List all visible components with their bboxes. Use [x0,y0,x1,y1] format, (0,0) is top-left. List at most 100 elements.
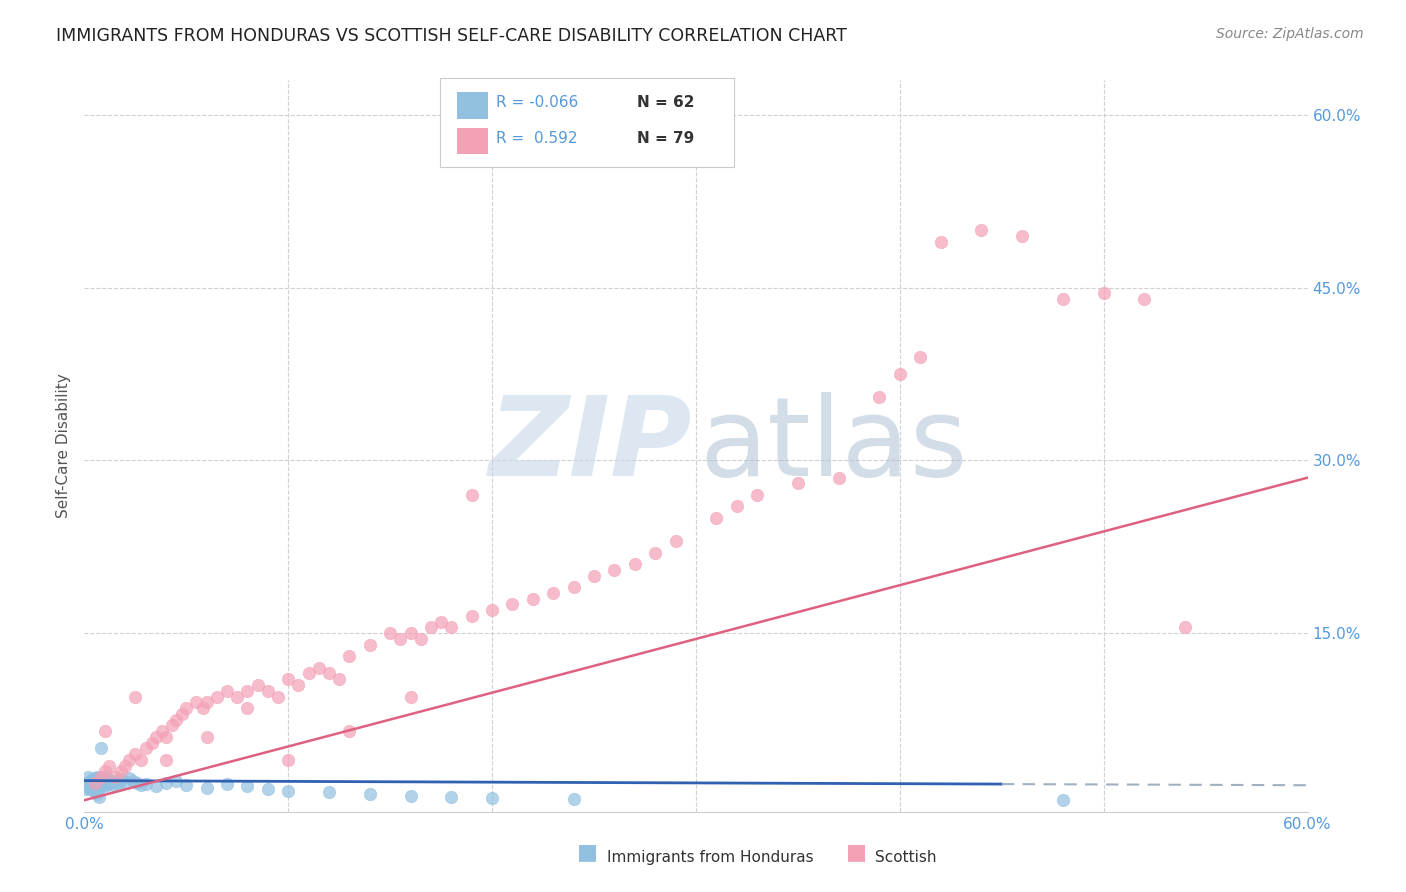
Point [165,713,187,727]
Point [77,778,100,792]
Point [131,778,153,792]
Point [83,780,105,794]
Point [97,777,120,791]
Point [160,718,183,732]
Point [502,598,524,612]
Point [399,690,422,704]
Point [1092,286,1115,301]
Point [104,773,127,788]
Point [236,701,259,715]
Point [706,511,728,525]
Point [87,789,110,804]
Point [93,764,115,779]
Point [135,777,157,791]
Point [389,632,412,646]
Point [82,780,104,795]
Point [308,661,330,675]
Point [440,789,463,804]
Point [93,773,115,788]
Point [603,563,626,577]
Point [267,690,290,704]
Point [79,773,101,788]
Point [83,776,105,790]
Point [399,789,422,803]
Point [90,770,112,784]
Point [135,741,157,756]
Point [186,695,208,709]
Point [461,608,484,623]
Point [409,632,432,646]
Point [195,730,218,744]
Point [77,770,100,784]
Point [90,772,112,787]
Point [298,666,321,681]
Point [481,603,503,617]
Point [93,724,115,739]
Point [165,773,187,788]
Point [380,626,402,640]
Point [87,780,110,795]
Y-axis label: Self-Care Disability: Self-Care Disability [56,374,72,518]
Point [399,626,422,640]
Point [522,591,544,606]
Point [195,780,218,795]
Point [100,774,122,789]
Point [318,785,340,799]
Point [101,778,124,792]
Point [217,777,239,791]
Text: ■: ■ [578,843,598,863]
Text: R =  0.592: R = 0.592 [496,131,578,146]
Point [86,778,108,792]
Text: Scottish: Scottish [875,850,936,865]
Point [110,772,132,787]
Point [155,753,177,767]
Point [970,223,993,237]
Point [481,791,503,805]
Point [287,678,309,692]
Point [86,774,108,789]
Point [318,666,340,681]
Point [1174,620,1197,634]
Point [97,758,120,772]
Point [339,724,361,739]
Point [104,770,127,784]
Point [929,235,952,249]
Point [145,730,167,744]
Point [562,792,585,806]
Point [359,638,381,652]
Point [83,776,105,790]
Point [339,649,361,664]
Text: Immigrants from Honduras: Immigrants from Honduras [607,850,814,865]
Point [79,781,101,796]
Point [747,488,769,502]
Point [118,753,141,767]
Point [96,776,118,790]
Point [236,780,259,794]
Point [277,784,299,798]
Text: Source: ZipAtlas.com: Source: ZipAtlas.com [1216,27,1364,41]
Point [583,568,606,582]
Point [430,615,453,629]
Point [82,772,104,787]
Point [665,534,688,549]
Point [131,753,153,767]
Point [86,788,108,802]
Point [420,620,443,634]
Point [110,764,132,779]
Point [114,774,136,789]
Point [543,586,565,600]
Point [150,724,173,739]
Point [82,777,104,791]
Text: N = 79: N = 79 [637,131,695,146]
Point [124,690,146,704]
Point [90,776,112,790]
Point [328,672,350,686]
Point [93,780,115,794]
Text: ■: ■ [846,843,866,863]
Point [828,471,851,485]
Point [257,683,280,698]
Point [725,500,748,514]
Point [145,780,167,794]
Point [205,690,228,704]
Text: atlas: atlas [700,392,969,500]
